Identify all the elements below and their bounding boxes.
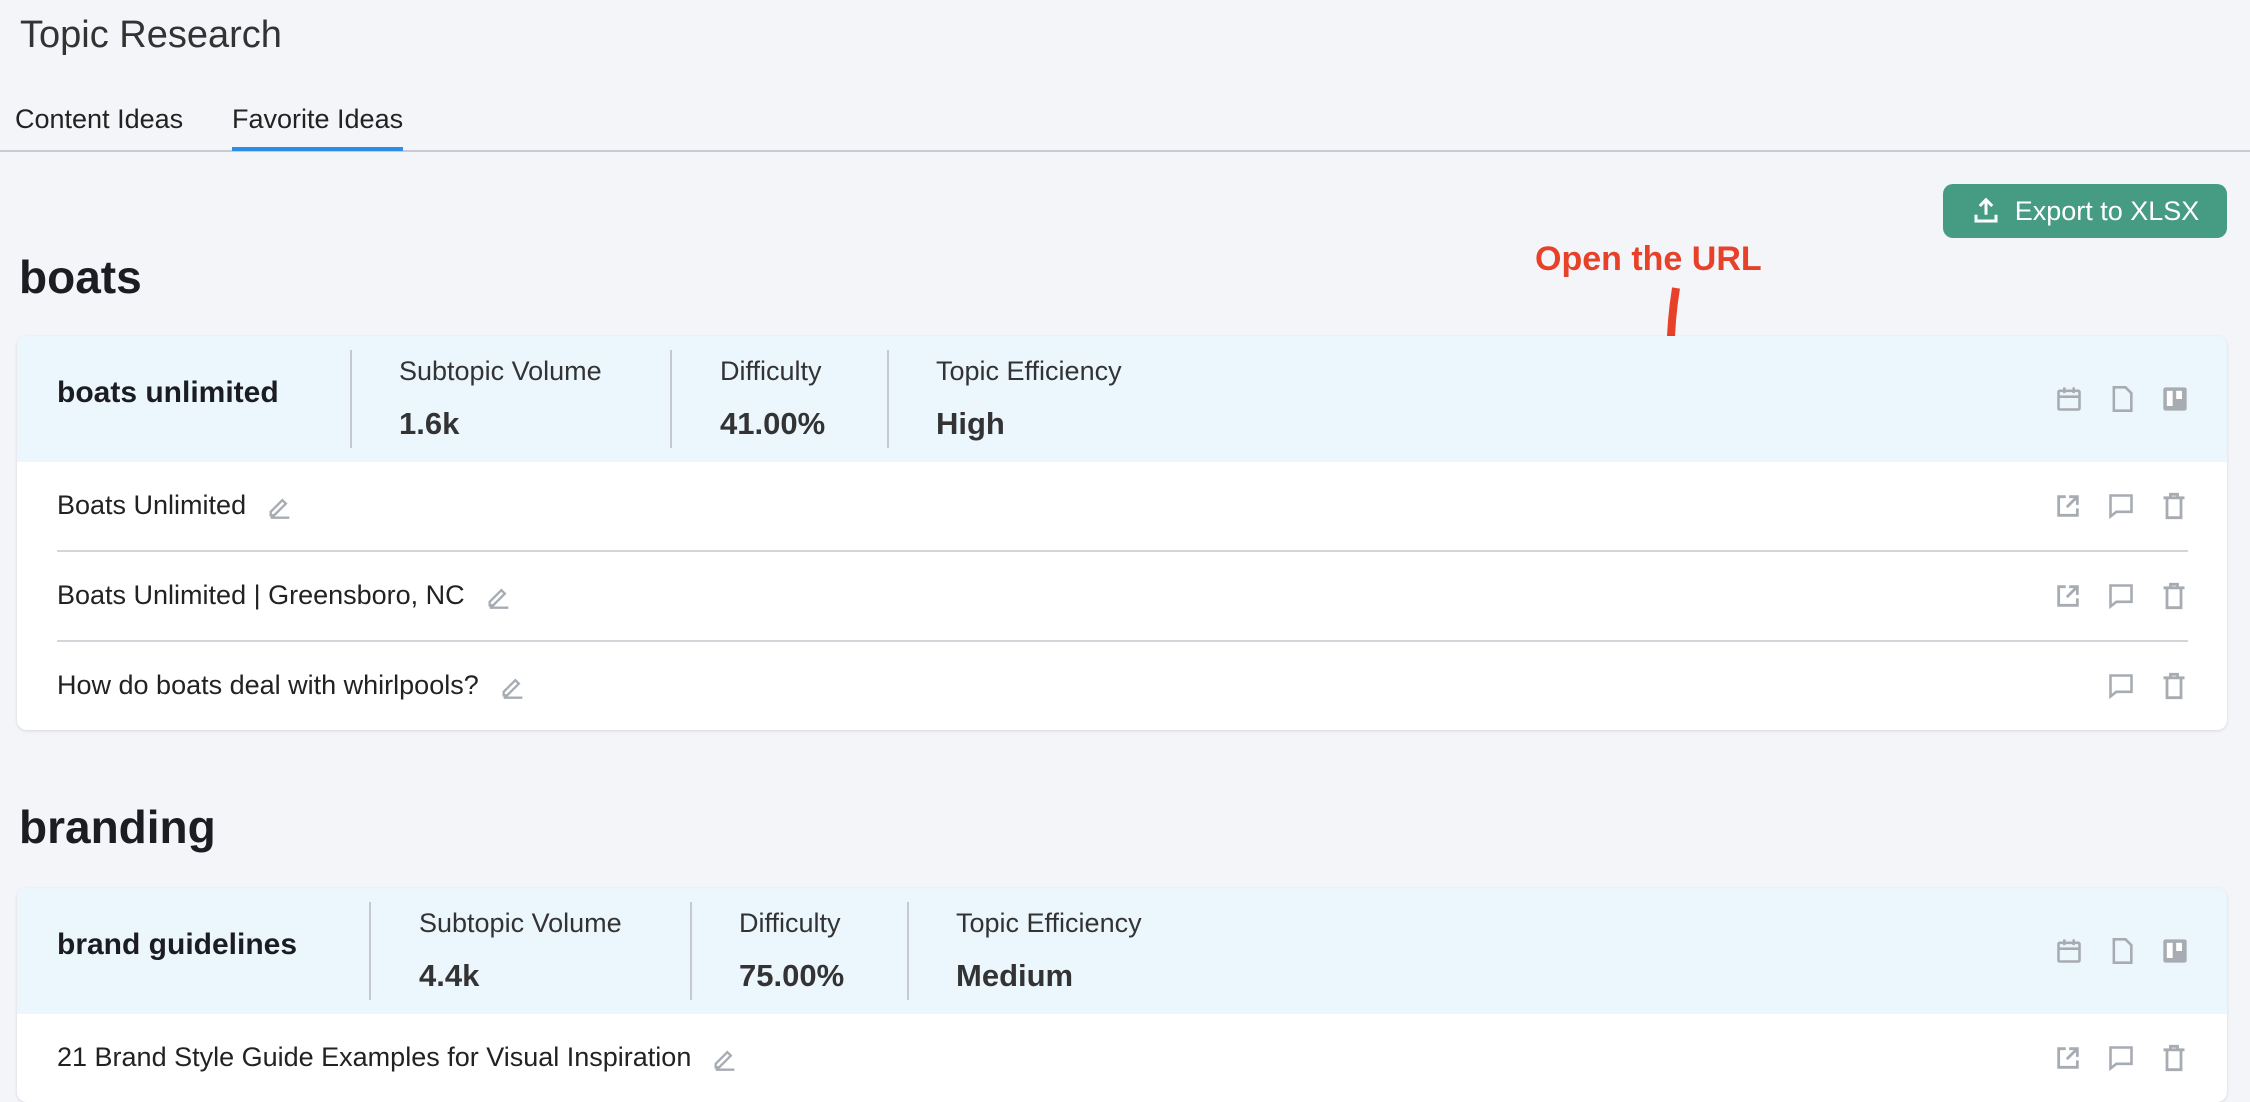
calendar-icon[interactable] [2055,937,2083,965]
export-label: Export to XLSX [2014,195,2200,226]
idea-row: 21 Brand Style Guide Examples for Visual… [57,1014,2188,1102]
metric-value: 4.4k [419,958,480,993]
divider [369,902,371,1000]
trash-icon[interactable] [2160,582,2188,610]
idea-row: Boats Unlimited | Greensboro, NC [57,552,2188,642]
idea-title: Boats Unlimited [57,490,247,520]
metric-label: Difficulty [720,356,822,386]
export-xlsx-button[interactable]: Export to XLSX [1943,184,2227,238]
divider [670,350,672,448]
topic-card: boats unlimited Subtopic Volume 1.6k Diffic… [17,336,2227,730]
idea-title: How do boats deal with whirlpools? [57,670,479,700]
topic-card: brand guidelines Subtopic Volume 4.4k Diffi… [17,888,2227,1102]
metric-value: High [936,406,1005,441]
comment-icon[interactable] [2107,672,2135,700]
metric-label: Topic Efficiency [956,908,1142,938]
tab-favorite-ideas[interactable]: Favorite Ideas [232,104,404,151]
metric-value: 1.6k [399,406,460,441]
divider [350,350,352,448]
topic-name: boats unlimited [57,376,279,409]
tab-content-ideas[interactable]: Content Ideas [15,104,184,134]
document-icon[interactable] [2108,937,2136,965]
idea-row: Boats Unlimited [57,462,2188,552]
topic-card-header: boats unlimited Subtopic Volume 1.6k Diffic… [17,336,2227,462]
edit-icon[interactable] [711,1044,739,1072]
metric-value: 41.00% [720,406,826,441]
metric-label: Topic Efficiency [936,356,1122,386]
trash-icon[interactable] [2160,1044,2188,1072]
document-icon[interactable] [2108,385,2136,413]
divider [887,350,889,448]
idea-row: How do boats deal with whirlpools? [57,642,2188,730]
external-link-icon[interactable] [2054,492,2082,520]
edit-icon[interactable] [499,672,527,700]
comment-icon[interactable] [2107,1044,2135,1072]
metric-label: Difficulty [739,908,841,938]
metric-value: Medium [956,958,1074,993]
metric-label: Subtopic Volume [419,908,622,938]
trash-icon[interactable] [2160,492,2188,520]
tab-bar: Content Ideas Favorite Ideas [0,98,2250,152]
page-title: Topic Research [20,14,282,56]
metric-label: Subtopic Volume [399,356,602,386]
trello-icon[interactable] [2161,937,2189,965]
external-link-icon[interactable] [2054,1044,2082,1072]
annotation-label: Open the URL [1535,240,1762,278]
comment-icon[interactable] [2107,582,2135,610]
comment-icon[interactable] [2107,492,2135,520]
metric-value: 75.00% [739,958,845,993]
idea-title: 21 Brand Style Guide Examples for Visual… [57,1042,692,1072]
edit-icon[interactable] [266,492,294,520]
upload-icon [1974,197,1998,223]
topic-card-header: brand guidelines Subtopic Volume 4.4k Diffi… [17,888,2227,1014]
external-link-icon[interactable] [2054,582,2082,610]
trash-icon[interactable] [2160,672,2188,700]
topic-name: brand guidelines [57,928,298,961]
edit-icon[interactable] [485,582,513,610]
group-title: boats [19,251,142,303]
divider [907,902,909,1000]
divider [690,902,692,1000]
group-title: branding [19,801,216,853]
idea-title: Boats Unlimited | Greensboro, NC [57,580,465,610]
trello-icon[interactable] [2161,385,2189,413]
calendar-icon[interactable] [2055,385,2083,413]
